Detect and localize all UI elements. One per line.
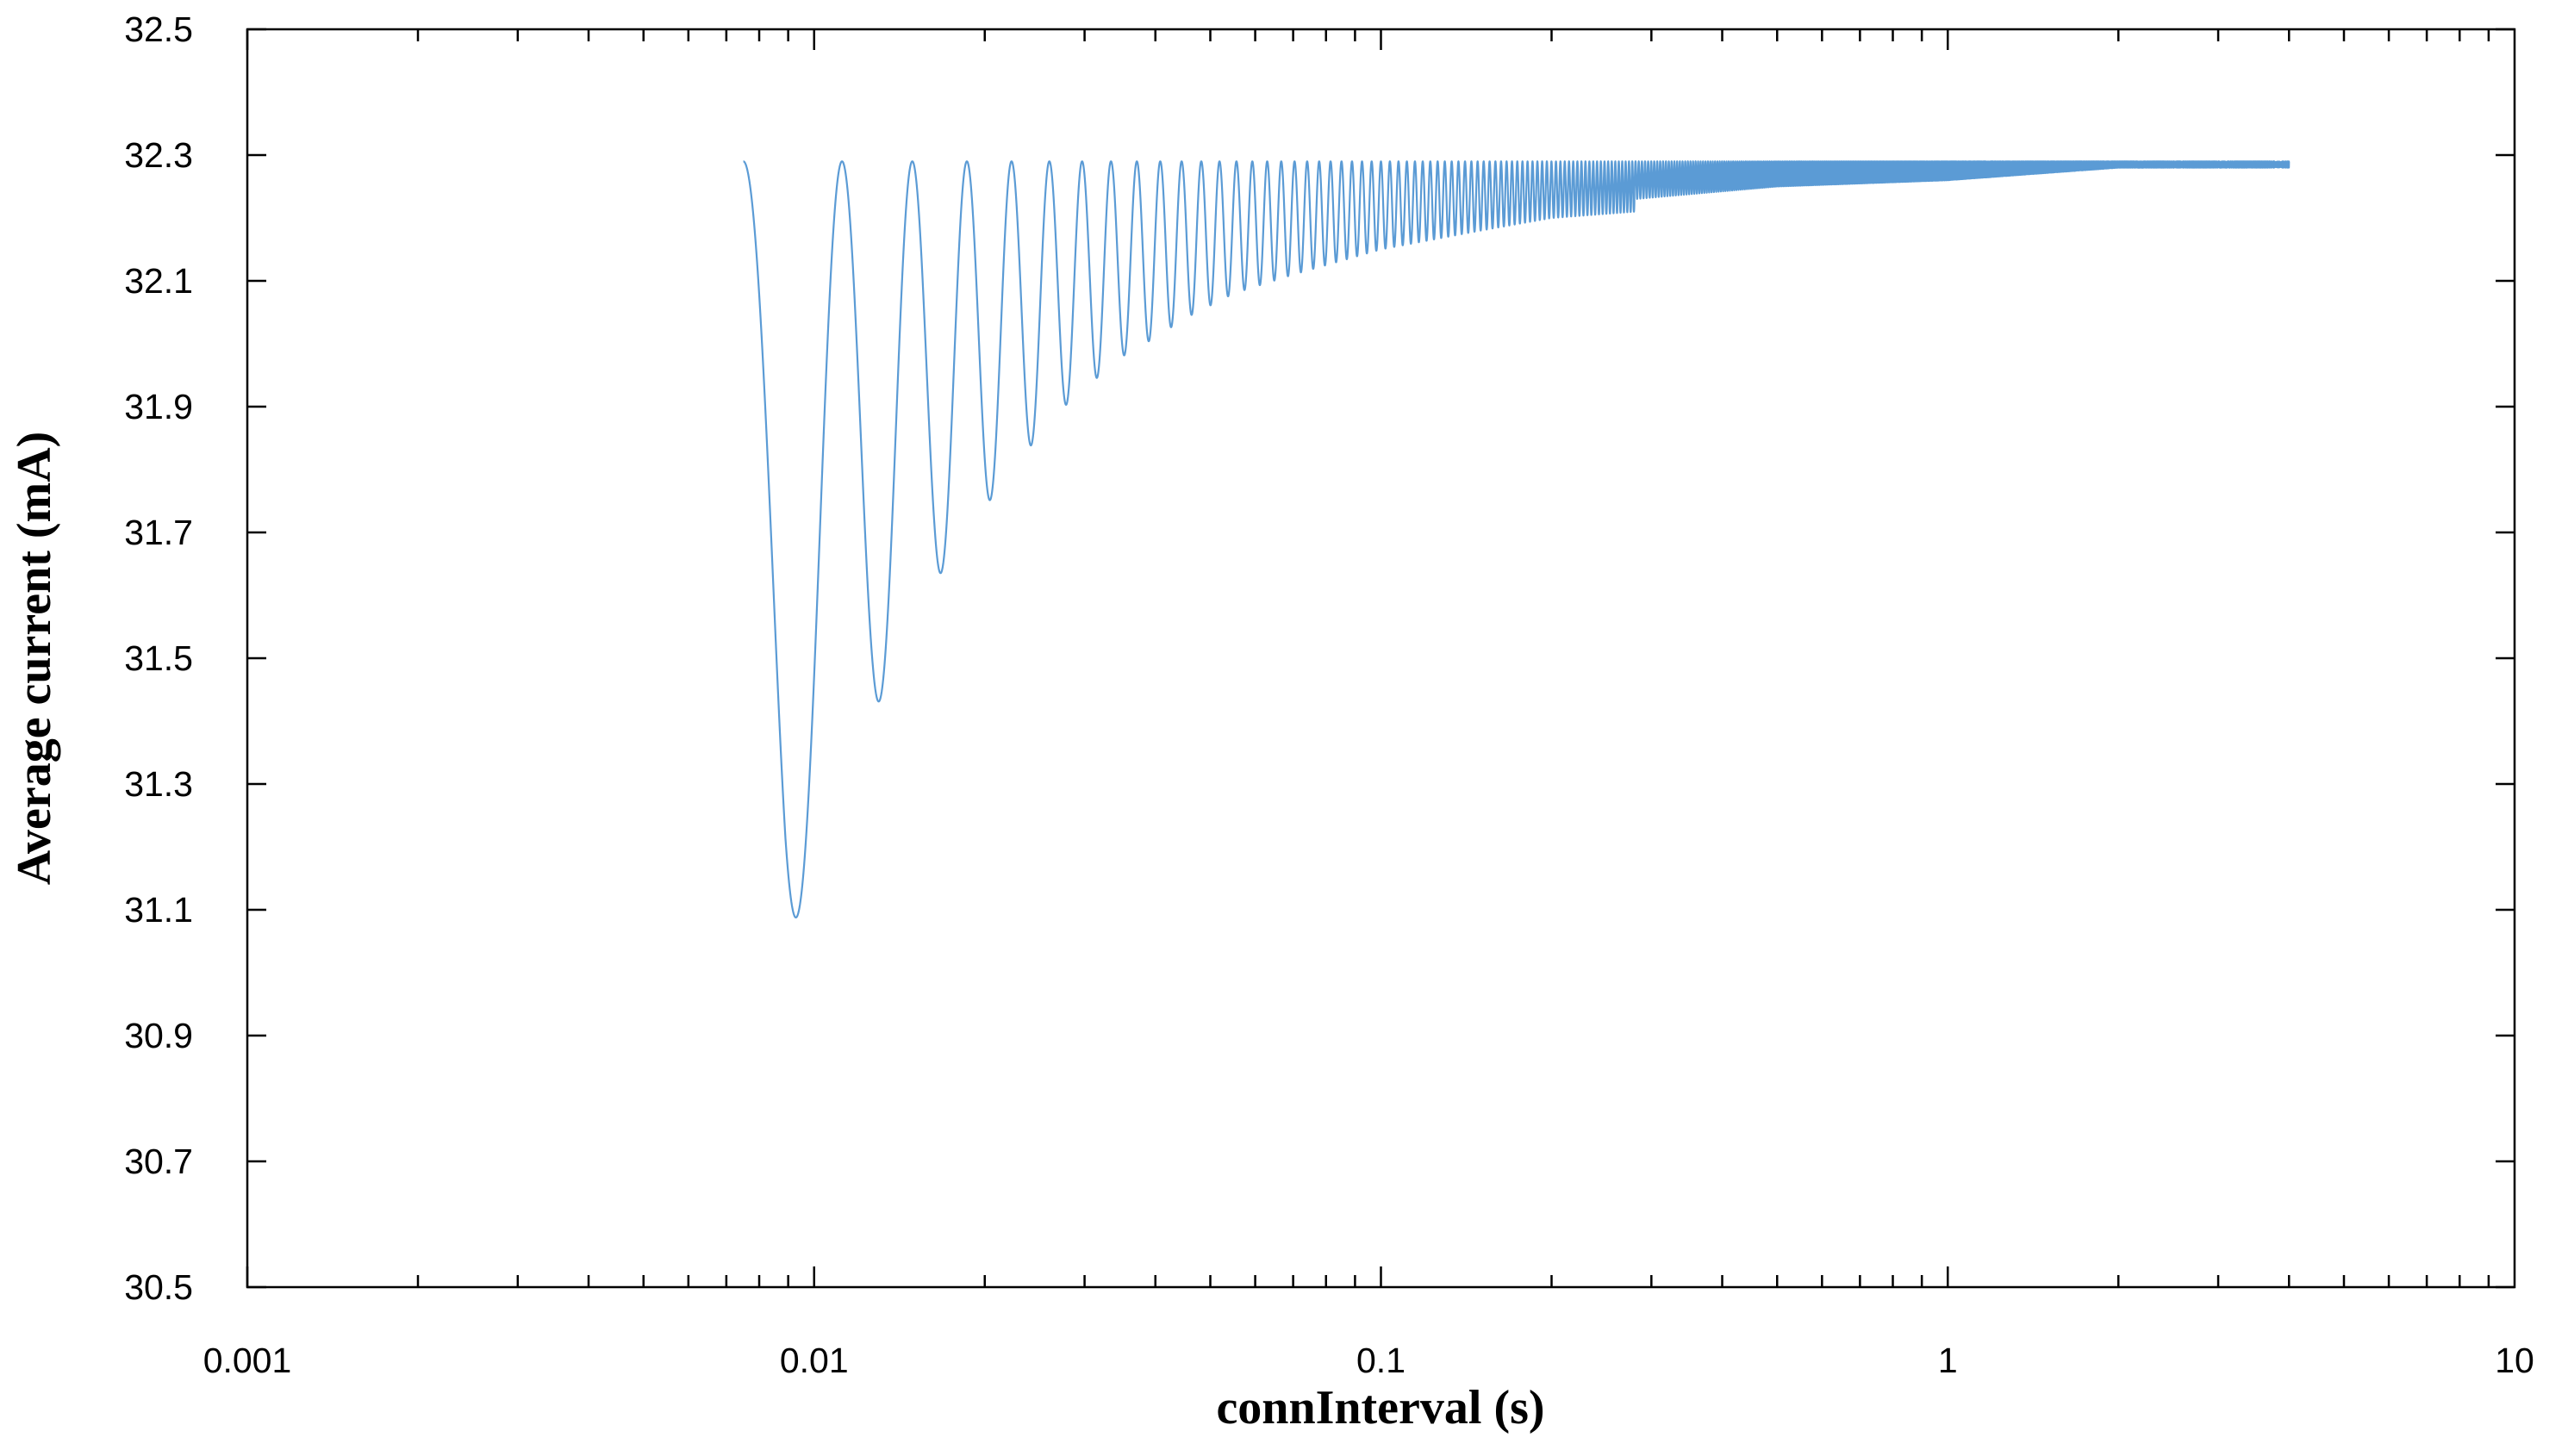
x-tick-label: 0.1 [1356,1341,1406,1380]
plot-frame [246,28,2516,1289]
y-axis-ticks [247,28,2515,1289]
y-tick-label: 31.5 [124,638,193,678]
y-tick-label: 30.5 [124,1267,193,1307]
y-tick-label: 31.1 [124,890,193,930]
x-tick-label: 1 [1938,1341,1958,1380]
y-tick-label: 31.9 [124,387,193,426]
x-tick-label: 0.01 [780,1341,849,1380]
y-tick-label: 32.3 [124,135,193,175]
y-tick-label: 30.7 [124,1142,193,1181]
y-tick-label: 32.1 [124,261,193,301]
y-axis-title: Average current (mA) [8,432,61,886]
x-tick-label: 0.001 [203,1341,292,1380]
x-axis-title: connInterval (s) [1216,1381,1544,1434]
y-tick-label: 31.7 [124,513,193,552]
y-axis-tick-labels: 30.5 30.7 30.9 31.1 31.3 31.5 31.7 31.9 32.1 32.3… [124,9,193,1307]
y-tick-label: 30.9 [124,1016,193,1055]
series-line [742,160,2291,919]
y-tick-label: 31.3 [124,764,193,804]
x-axis-tick-labels: 0.001 0.01 0.1 1 10 [203,1341,2534,1380]
x-tick-label: 10 [2495,1341,2534,1380]
y-tick-label: 32.5 [124,9,193,49]
x-axis-ticks [246,29,2490,1287]
